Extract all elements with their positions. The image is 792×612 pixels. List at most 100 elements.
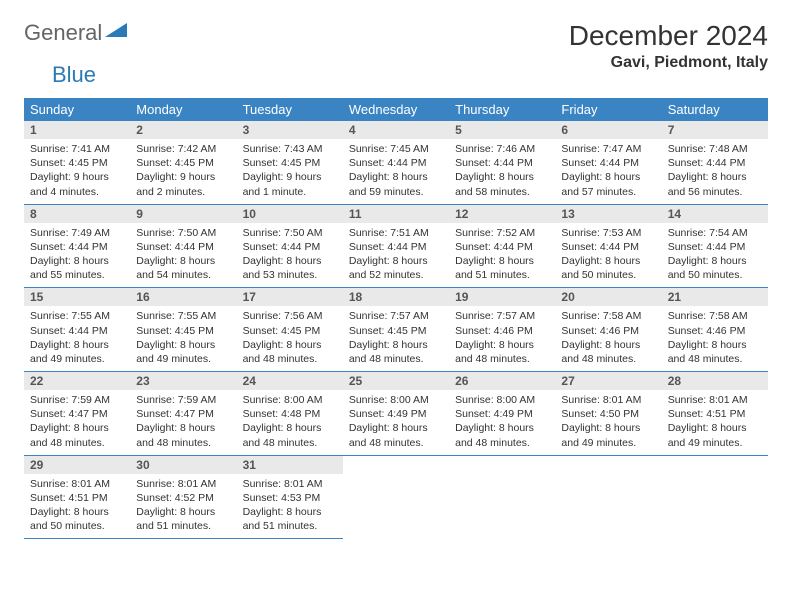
day-body: Sunrise: 8:00 AMSunset: 4:49 PMDaylight:… bbox=[343, 390, 449, 455]
calendar-day-cell: 11Sunrise: 7:51 AMSunset: 4:44 PMDayligh… bbox=[343, 204, 449, 288]
day-number: 25 bbox=[343, 372, 449, 390]
day-number: 9 bbox=[130, 205, 236, 223]
day-number: 10 bbox=[237, 205, 343, 223]
day-body: Sunrise: 7:55 AMSunset: 4:45 PMDaylight:… bbox=[130, 306, 236, 371]
calendar-day-cell: 10Sunrise: 7:50 AMSunset: 4:44 PMDayligh… bbox=[237, 204, 343, 288]
day-number: 29 bbox=[24, 456, 130, 474]
calendar-day-cell bbox=[662, 455, 768, 539]
weekday-header: Saturday bbox=[662, 98, 768, 121]
day-number: 27 bbox=[555, 372, 661, 390]
weekday-header: Monday bbox=[130, 98, 236, 121]
day-body: Sunrise: 7:58 AMSunset: 4:46 PMDaylight:… bbox=[555, 306, 661, 371]
calendar-day-cell: 1Sunrise: 7:41 AMSunset: 4:45 PMDaylight… bbox=[24, 121, 130, 204]
calendar-day-cell bbox=[343, 455, 449, 539]
calendar-day-cell: 20Sunrise: 7:58 AMSunset: 4:46 PMDayligh… bbox=[555, 288, 661, 372]
day-number: 4 bbox=[343, 121, 449, 139]
day-number: 5 bbox=[449, 121, 555, 139]
day-number: 23 bbox=[130, 372, 236, 390]
calendar-day-cell: 22Sunrise: 7:59 AMSunset: 4:47 PMDayligh… bbox=[24, 372, 130, 456]
day-number: 6 bbox=[555, 121, 661, 139]
day-number: 26 bbox=[449, 372, 555, 390]
calendar-day-cell bbox=[449, 455, 555, 539]
weekday-header: Wednesday bbox=[343, 98, 449, 121]
calendar-day-cell: 4Sunrise: 7:45 AMSunset: 4:44 PMDaylight… bbox=[343, 121, 449, 204]
day-body: Sunrise: 8:01 AMSunset: 4:50 PMDaylight:… bbox=[555, 390, 661, 455]
calendar-week-row: 8Sunrise: 7:49 AMSunset: 4:44 PMDaylight… bbox=[24, 204, 768, 288]
day-number: 24 bbox=[237, 372, 343, 390]
calendar-day-cell: 30Sunrise: 8:01 AMSunset: 4:52 PMDayligh… bbox=[130, 455, 236, 539]
logo-word-blue: Blue bbox=[52, 62, 96, 87]
calendar-day-cell: 18Sunrise: 7:57 AMSunset: 4:45 PMDayligh… bbox=[343, 288, 449, 372]
day-body: Sunrise: 8:01 AMSunset: 4:51 PMDaylight:… bbox=[24, 474, 130, 539]
day-number: 21 bbox=[662, 288, 768, 306]
day-body: Sunrise: 7:55 AMSunset: 4:44 PMDaylight:… bbox=[24, 306, 130, 371]
day-body: Sunrise: 7:50 AMSunset: 4:44 PMDaylight:… bbox=[237, 223, 343, 288]
day-body: Sunrise: 7:48 AMSunset: 4:44 PMDaylight:… bbox=[662, 139, 768, 204]
day-body: Sunrise: 7:50 AMSunset: 4:44 PMDaylight:… bbox=[130, 223, 236, 288]
day-number: 12 bbox=[449, 205, 555, 223]
calendar-day-cell: 19Sunrise: 7:57 AMSunset: 4:46 PMDayligh… bbox=[449, 288, 555, 372]
calendar-day-cell: 28Sunrise: 8:01 AMSunset: 4:51 PMDayligh… bbox=[662, 372, 768, 456]
day-number: 28 bbox=[662, 372, 768, 390]
calendar-day-cell: 23Sunrise: 7:59 AMSunset: 4:47 PMDayligh… bbox=[130, 372, 236, 456]
calendar-day-cell: 8Sunrise: 7:49 AMSunset: 4:44 PMDaylight… bbox=[24, 204, 130, 288]
calendar-day-cell: 16Sunrise: 7:55 AMSunset: 4:45 PMDayligh… bbox=[130, 288, 236, 372]
day-body: Sunrise: 7:43 AMSunset: 4:45 PMDaylight:… bbox=[237, 139, 343, 204]
calendar-week-row: 22Sunrise: 7:59 AMSunset: 4:47 PMDayligh… bbox=[24, 372, 768, 456]
day-body: Sunrise: 7:45 AMSunset: 4:44 PMDaylight:… bbox=[343, 139, 449, 204]
day-body: Sunrise: 7:59 AMSunset: 4:47 PMDaylight:… bbox=[24, 390, 130, 455]
calendar-day-cell: 25Sunrise: 8:00 AMSunset: 4:49 PMDayligh… bbox=[343, 372, 449, 456]
day-number: 7 bbox=[662, 121, 768, 139]
logo-word-general: General bbox=[24, 20, 102, 46]
weekday-header: Tuesday bbox=[237, 98, 343, 121]
calendar-day-cell: 24Sunrise: 8:00 AMSunset: 4:48 PMDayligh… bbox=[237, 372, 343, 456]
day-body: Sunrise: 8:01 AMSunset: 4:53 PMDaylight:… bbox=[237, 474, 343, 539]
calendar-day-cell: 7Sunrise: 7:48 AMSunset: 4:44 PMDaylight… bbox=[662, 121, 768, 204]
calendar-day-cell: 27Sunrise: 8:01 AMSunset: 4:50 PMDayligh… bbox=[555, 372, 661, 456]
calendar-day-cell: 12Sunrise: 7:52 AMSunset: 4:44 PMDayligh… bbox=[449, 204, 555, 288]
day-body: Sunrise: 7:53 AMSunset: 4:44 PMDaylight:… bbox=[555, 223, 661, 288]
calendar-week-row: 15Sunrise: 7:55 AMSunset: 4:44 PMDayligh… bbox=[24, 288, 768, 372]
day-body: Sunrise: 7:57 AMSunset: 4:46 PMDaylight:… bbox=[449, 306, 555, 371]
day-number: 15 bbox=[24, 288, 130, 306]
calendar-day-cell: 3Sunrise: 7:43 AMSunset: 4:45 PMDaylight… bbox=[237, 121, 343, 204]
calendar-day-cell: 5Sunrise: 7:46 AMSunset: 4:44 PMDaylight… bbox=[449, 121, 555, 204]
day-number: 18 bbox=[343, 288, 449, 306]
calendar-day-cell: 14Sunrise: 7:54 AMSunset: 4:44 PMDayligh… bbox=[662, 204, 768, 288]
day-body: Sunrise: 8:00 AMSunset: 4:49 PMDaylight:… bbox=[449, 390, 555, 455]
day-number: 20 bbox=[555, 288, 661, 306]
day-number: 2 bbox=[130, 121, 236, 139]
day-body: Sunrise: 7:59 AMSunset: 4:47 PMDaylight:… bbox=[130, 390, 236, 455]
day-body: Sunrise: 7:54 AMSunset: 4:44 PMDaylight:… bbox=[662, 223, 768, 288]
day-number: 16 bbox=[130, 288, 236, 306]
calendar-table: SundayMondayTuesdayWednesdayThursdayFrid… bbox=[24, 98, 768, 539]
day-body: Sunrise: 8:01 AMSunset: 4:51 PMDaylight:… bbox=[662, 390, 768, 455]
day-number: 8 bbox=[24, 205, 130, 223]
day-body: Sunrise: 7:49 AMSunset: 4:44 PMDaylight:… bbox=[24, 223, 130, 288]
day-body: Sunrise: 7:56 AMSunset: 4:45 PMDaylight:… bbox=[237, 306, 343, 371]
day-number: 31 bbox=[237, 456, 343, 474]
weekday-header: Friday bbox=[555, 98, 661, 121]
calendar-day-cell: 2Sunrise: 7:42 AMSunset: 4:45 PMDaylight… bbox=[130, 121, 236, 204]
calendar-header-row: SundayMondayTuesdayWednesdayThursdayFrid… bbox=[24, 98, 768, 121]
day-number: 19 bbox=[449, 288, 555, 306]
day-body: Sunrise: 7:58 AMSunset: 4:46 PMDaylight:… bbox=[662, 306, 768, 371]
calendar-day-cell: 29Sunrise: 8:01 AMSunset: 4:51 PMDayligh… bbox=[24, 455, 130, 539]
calendar-day-cell: 26Sunrise: 8:00 AMSunset: 4:49 PMDayligh… bbox=[449, 372, 555, 456]
logo: General bbox=[24, 20, 129, 46]
day-body: Sunrise: 7:41 AMSunset: 4:45 PMDaylight:… bbox=[24, 139, 130, 204]
calendar-week-row: 29Sunrise: 8:01 AMSunset: 4:51 PMDayligh… bbox=[24, 455, 768, 539]
title-block: December 2024 Gavi, Piedmont, Italy bbox=[569, 20, 768, 72]
day-body: Sunrise: 7:46 AMSunset: 4:44 PMDaylight:… bbox=[449, 139, 555, 204]
day-body: Sunrise: 7:42 AMSunset: 4:45 PMDaylight:… bbox=[130, 139, 236, 204]
day-number: 11 bbox=[343, 205, 449, 223]
calendar-day-cell bbox=[555, 455, 661, 539]
calendar-day-cell: 13Sunrise: 7:53 AMSunset: 4:44 PMDayligh… bbox=[555, 204, 661, 288]
day-body: Sunrise: 7:47 AMSunset: 4:44 PMDaylight:… bbox=[555, 139, 661, 204]
weekday-header: Sunday bbox=[24, 98, 130, 121]
day-body: Sunrise: 7:52 AMSunset: 4:44 PMDaylight:… bbox=[449, 223, 555, 288]
day-number: 1 bbox=[24, 121, 130, 139]
day-body: Sunrise: 8:00 AMSunset: 4:48 PMDaylight:… bbox=[237, 390, 343, 455]
day-number: 17 bbox=[237, 288, 343, 306]
calendar-day-cell: 15Sunrise: 7:55 AMSunset: 4:44 PMDayligh… bbox=[24, 288, 130, 372]
